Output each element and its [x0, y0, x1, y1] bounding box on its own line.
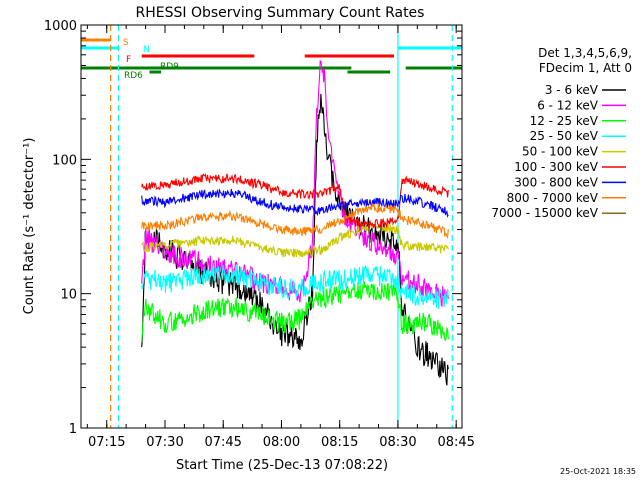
- legend-entry-label: 100 - 300 keV: [514, 160, 598, 174]
- x-tick-label: 08:00: [263, 435, 300, 450]
- series-line: [141, 60, 449, 308]
- x-axis: 07:15 07:30 07:45 08:00 08:15 08:30 08:45: [86, 25, 475, 450]
- legend-entry-label: 800 - 7000 keV: [507, 191, 599, 205]
- flag-bar-label: S: [123, 38, 129, 48]
- legend-entry-label: 12 - 25 keV: [530, 114, 599, 128]
- x-tick-label: 07:15: [88, 435, 125, 450]
- series-line: [141, 281, 449, 342]
- series-line: [141, 203, 449, 239]
- flag-bar-label: F: [126, 55, 131, 65]
- y-axis-label: Count Rate (s⁻¹ detector⁻¹): [22, 138, 37, 315]
- series-line: [141, 93, 449, 386]
- plot-frame: [80, 24, 463, 429]
- y-tick-label: 100: [52, 153, 77, 168]
- x-tick-label: 08:15: [321, 435, 358, 450]
- flag-bar-label: N: [143, 45, 150, 55]
- y-tick-label: 1000: [44, 19, 77, 34]
- flag-bars: S N F RD9 RD6: [81, 38, 462, 81]
- legend: Det 1,3,4,5,6,9,FDecim 1, Att 0 3 - 6 keV…: [491, 46, 632, 220]
- x-tick-label: 07:30: [146, 435, 183, 450]
- vertical-markers: [110, 25, 453, 428]
- x-axis-label: Start Time (25-Dec-13 07:08:22): [176, 458, 388, 473]
- flag-bar-label: RD9: [160, 62, 179, 72]
- series-line: [141, 188, 449, 218]
- x-tick-label: 07:45: [204, 435, 241, 450]
- legend-entry-label: 6 - 12 keV: [537, 98, 599, 112]
- legend-header: Det 1,3,4,5,6,9,: [538, 46, 632, 60]
- series-line: [141, 263, 449, 309]
- legend-entry-label: 7000 - 15000 keV: [491, 206, 598, 220]
- generated-timestamp: 25-Oct-2021 18:35: [560, 467, 636, 476]
- legend-entry-label: 300 - 800 keV: [514, 175, 598, 189]
- x-tick-label: 08:30: [379, 435, 416, 450]
- legend-entry-label: 25 - 50 keV: [530, 129, 599, 143]
- data-series: [141, 60, 449, 386]
- legend-entry-label: 50 - 100 keV: [522, 145, 599, 159]
- legend-entry-label: 3 - 6 keV: [545, 83, 599, 97]
- y-axis: 1 10 100 1000: [44, 19, 462, 437]
- series-line: [141, 173, 449, 230]
- y-tick-label: 10: [60, 288, 77, 303]
- flag-bar-label: RD6: [124, 71, 143, 81]
- chart-title: RHESSI Observing Summary Count Rates: [136, 5, 425, 21]
- series-line: [141, 222, 449, 258]
- legend-header: FDecim 1, Att 0: [539, 61, 632, 75]
- x-tick-label: 08:45: [437, 435, 474, 450]
- y-tick-label: 1: [69, 422, 77, 437]
